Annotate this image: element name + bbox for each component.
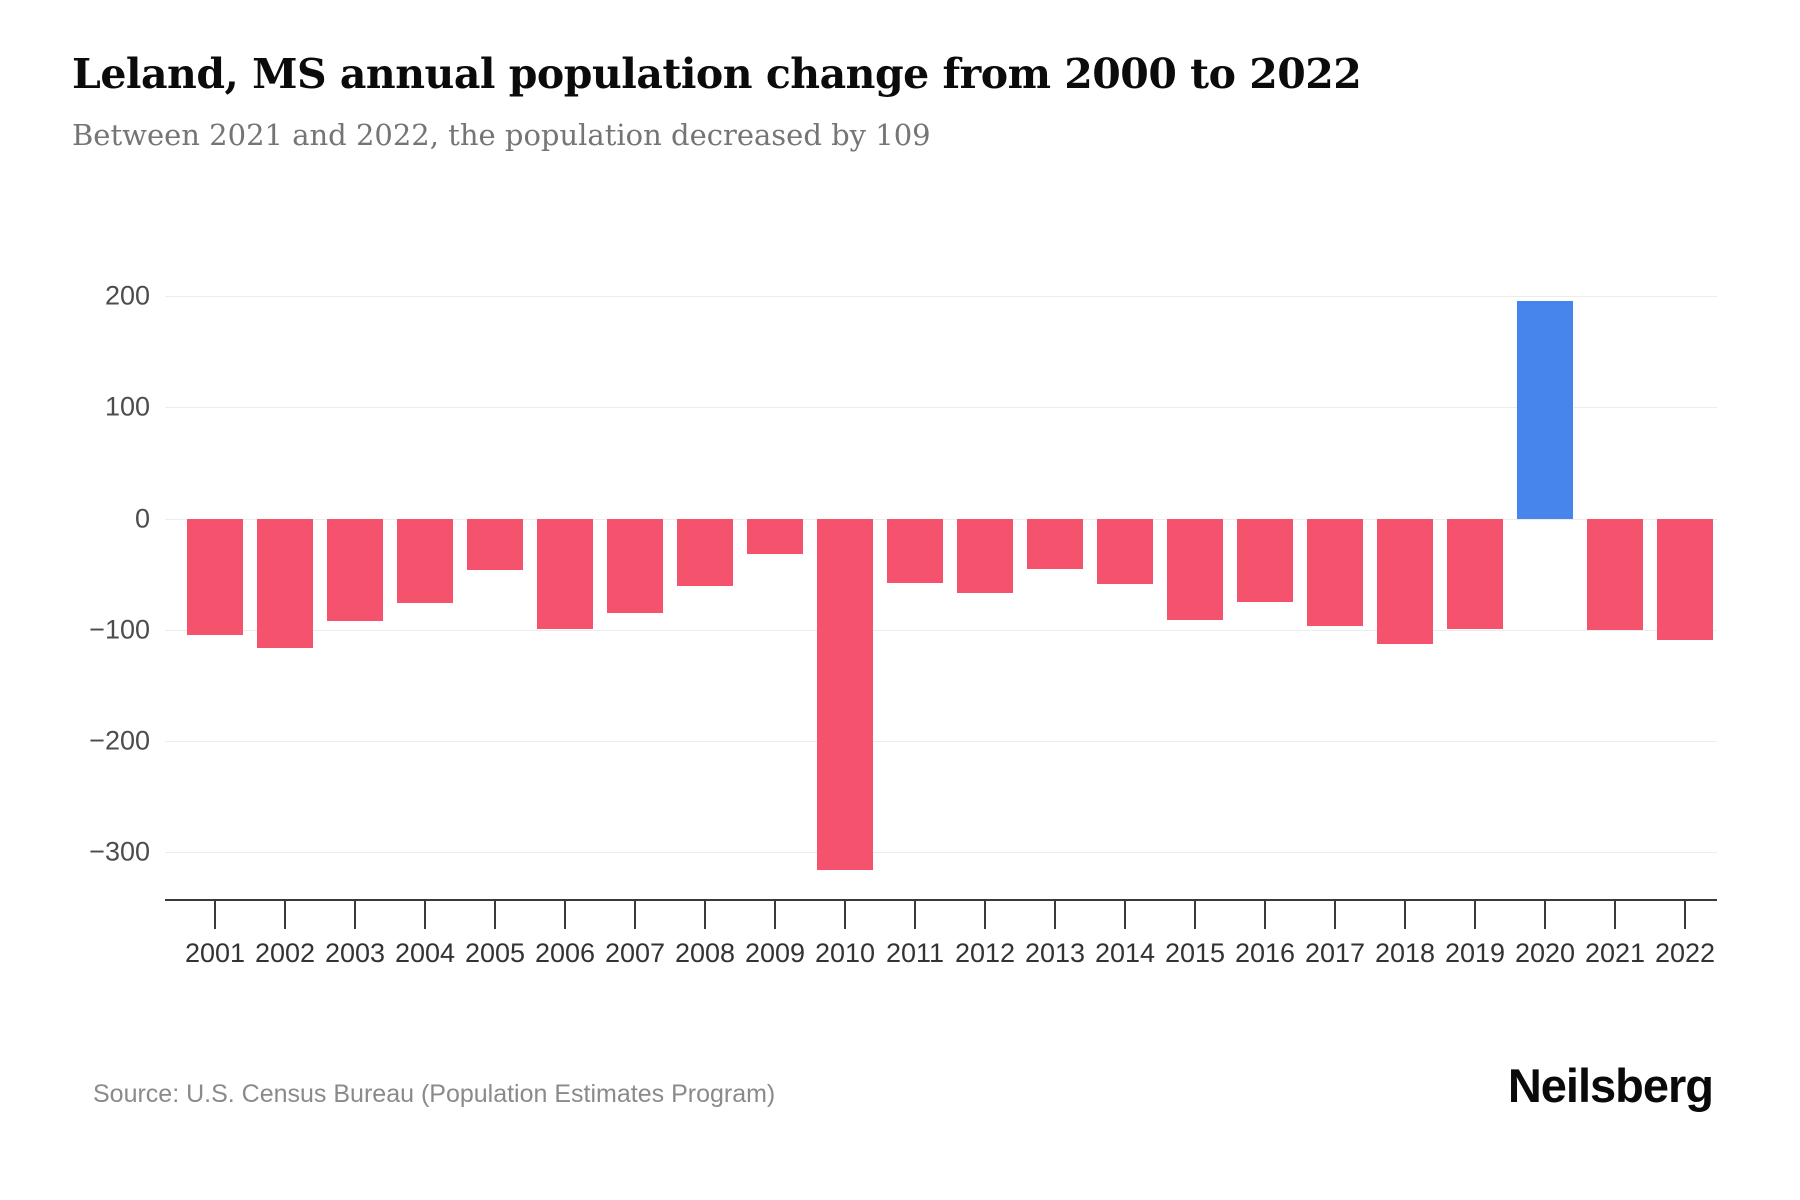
bar-2009[interactable]: [747, 518, 803, 555]
x-axis-label-2014: 2014: [1094, 938, 1156, 968]
y-axis-tick-label: 100: [104, 391, 150, 422]
x-axis-label-2004: 2004: [394, 938, 456, 968]
x-axis-label-2018: 2018: [1374, 938, 1436, 968]
y-axis-tick-label: −100: [89, 614, 150, 645]
gridline-y--300: [165, 852, 1717, 854]
bar-2003[interactable]: [327, 518, 383, 621]
x-axis-line: [165, 899, 1717, 901]
y-axis-tick-label: −200: [89, 725, 150, 756]
x-axis-tick-2007: [634, 901, 636, 929]
page-title: Leland, MS annual population change from…: [72, 50, 1362, 98]
x-axis-label-2022: 2022: [1654, 938, 1716, 968]
bar-2021[interactable]: [1587, 518, 1643, 630]
bar-2012[interactable]: [957, 518, 1013, 593]
bar-2001[interactable]: [187, 518, 243, 636]
x-axis-tick-2005: [494, 901, 496, 929]
x-axis-label-2007: 2007: [604, 938, 666, 968]
x-axis-tick-2016: [1264, 901, 1266, 929]
x-axis-label-2017: 2017: [1304, 938, 1366, 968]
bar-2008[interactable]: [677, 518, 733, 587]
x-axis-label-2012: 2012: [954, 938, 1016, 968]
bar-2018[interactable]: [1377, 518, 1433, 645]
x-axis-tick-2009: [774, 901, 776, 929]
x-axis-label-2020: 2020: [1514, 938, 1576, 968]
bar-2020[interactable]: [1517, 300, 1573, 519]
bar-2005[interactable]: [467, 518, 523, 570]
x-axis-label-2013: 2013: [1024, 938, 1086, 968]
x-axis-label-2016: 2016: [1234, 938, 1296, 968]
bar-2016[interactable]: [1237, 518, 1293, 602]
gridline-y--100: [165, 629, 1717, 631]
bar-2015[interactable]: [1167, 518, 1223, 620]
x-axis-tick-2013: [1054, 901, 1056, 929]
x-axis-label-2010: 2010: [814, 938, 876, 968]
x-axis-tick-2001: [214, 901, 216, 929]
bar-2022[interactable]: [1657, 518, 1713, 640]
gridline-y--200: [165, 740, 1717, 742]
x-axis-label-2021: 2021: [1584, 938, 1646, 968]
x-axis-tick-2012: [984, 901, 986, 929]
bar-2011[interactable]: [887, 518, 943, 583]
x-axis-label-2009: 2009: [744, 938, 806, 968]
x-axis-label-2003: 2003: [324, 938, 386, 968]
gridline-y-100: [165, 407, 1717, 409]
x-axis-tick-2022: [1684, 901, 1686, 929]
y-axis-tick-label: 0: [134, 503, 150, 533]
gridline-y-200: [165, 296, 1717, 298]
x-axis-label-2011: 2011: [885, 938, 945, 968]
x-axis-tick-2019: [1474, 901, 1476, 929]
bar-2007[interactable]: [607, 518, 663, 613]
x-axis-tick-2003: [354, 901, 356, 929]
x-axis-tick-2010: [844, 901, 846, 929]
x-axis-label-2005: 2005: [464, 938, 526, 968]
x-axis-tick-2008: [704, 901, 706, 929]
bar-2002[interactable]: [257, 518, 313, 648]
x-axis-tick-2017: [1334, 901, 1336, 929]
y-axis-tick-label: 200: [104, 280, 150, 311]
x-axis-tick-2018: [1404, 901, 1406, 929]
page-subtitle: Between 2021 and 2022, the population de…: [72, 118, 931, 152]
x-axis-label-2001: 2001: [184, 938, 246, 968]
x-axis-tick-2004: [424, 901, 426, 929]
bar-2017[interactable]: [1307, 518, 1363, 627]
x-axis-tick-2011: [914, 901, 916, 929]
bar-2004[interactable]: [397, 518, 453, 603]
brand-logo: Neilsberg: [1507, 1059, 1714, 1112]
x-axis-tick-2021: [1614, 901, 1616, 929]
bar-2014[interactable]: [1097, 518, 1153, 585]
source-note: Source: U.S. Census Bureau (Population E…: [93, 1080, 776, 1108]
x-axis-label-2006: 2006: [534, 938, 596, 968]
bar-2019[interactable]: [1447, 518, 1503, 629]
x-axis-tick-2006: [564, 901, 566, 929]
bar-chart-plot-area: 200 100 0 −100 −200 −300 2001 2002 2003 2004 2005 2…: [89, 280, 1717, 968]
x-axis-tick-2020: [1544, 901, 1546, 929]
x-axis-label-2002: 2002: [254, 938, 316, 968]
bar-2010[interactable]: [817, 518, 873, 870]
x-axis-label-2008: 2008: [674, 938, 736, 968]
x-axis-tick-2015: [1194, 901, 1196, 929]
x-axis-tick-2002: [284, 901, 286, 929]
bar-2013[interactable]: [1027, 518, 1083, 569]
bar-2006[interactable]: [537, 518, 593, 629]
x-axis-tick-2014: [1124, 901, 1126, 929]
x-axis-label-2015: 2015: [1164, 938, 1226, 968]
x-axis-label-2019: 2019: [1444, 938, 1506, 968]
y-axis-tick-label: −300: [89, 836, 150, 867]
